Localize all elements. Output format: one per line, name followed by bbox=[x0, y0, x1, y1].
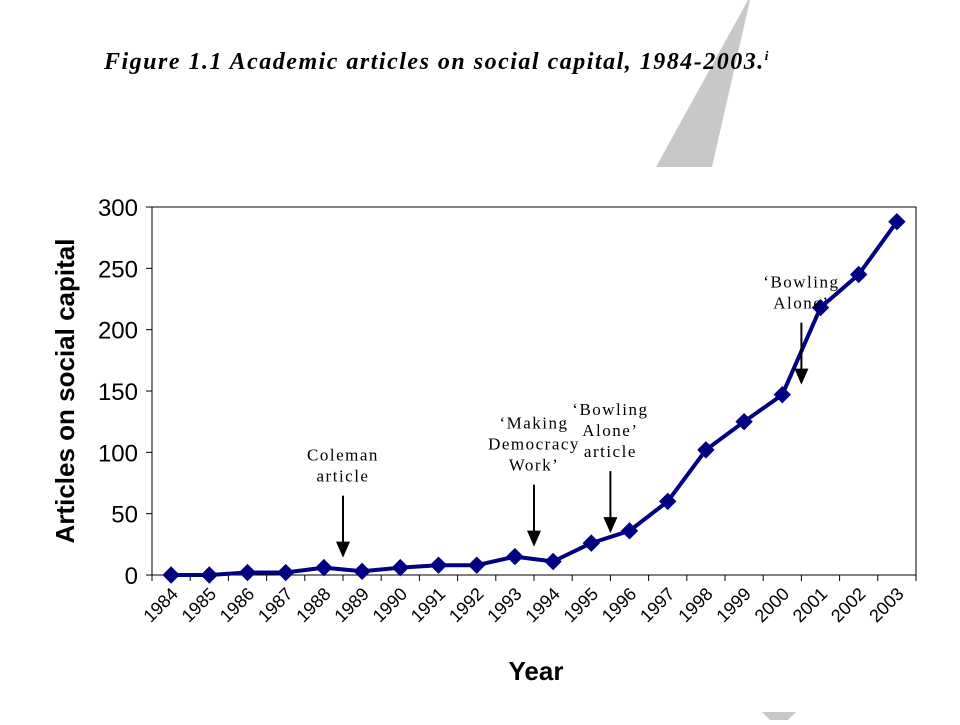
data-point-marker bbox=[506, 547, 524, 566]
annotation-text: ‘Making bbox=[499, 414, 568, 433]
y-tick-label: 200 bbox=[98, 318, 138, 345]
annotation-text: Work’ bbox=[509, 456, 560, 475]
x-tick-label: 1987 bbox=[254, 584, 296, 626]
annotation-text: Coleman bbox=[307, 446, 379, 465]
x-tick-label: 1995 bbox=[560, 584, 602, 626]
x-tick-label: 1998 bbox=[674, 584, 716, 626]
x-tick-label: 1986 bbox=[216, 584, 258, 626]
x-tick-label: 1985 bbox=[178, 584, 220, 626]
annotations: Coleman article ‘Making Democracy Work’ ‘Bowl… bbox=[307, 273, 839, 558]
annotation-text: ‘Bowling bbox=[763, 273, 839, 292]
x-axis: 1984198519861987198819891990199119921993… bbox=[139, 575, 917, 626]
x-tick-label: 1994 bbox=[521, 584, 563, 626]
y-tick-label: 100 bbox=[98, 440, 138, 467]
annotation: ‘Bowling Alone’ bbox=[763, 273, 839, 385]
data-point-marker bbox=[315, 558, 333, 577]
x-tick-label: 2002 bbox=[827, 584, 869, 626]
x-tick-label: 1989 bbox=[330, 584, 372, 626]
annotation-text: Democracy bbox=[488, 435, 580, 454]
data-point-marker bbox=[811, 298, 830, 317]
annotation-arrow-head bbox=[336, 541, 350, 558]
data-point-marker bbox=[697, 441, 715, 459]
annotation: ‘Making Democracy Work’ bbox=[488, 414, 580, 547]
data-point-marker bbox=[467, 556, 486, 574]
x-tick-label: 1992 bbox=[445, 584, 487, 626]
annotation: ‘Bowling Alone’ article bbox=[572, 400, 648, 534]
data-point-marker bbox=[162, 566, 180, 584]
x-axis-label: Year bbox=[509, 656, 564, 686]
y-tick-label: 300 bbox=[98, 195, 138, 222]
data-point-marker bbox=[582, 534, 601, 552]
x-tick-label: 1991 bbox=[407, 584, 449, 626]
x-tick-label: 1997 bbox=[636, 584, 678, 626]
y-tick-label: 0 bbox=[125, 563, 138, 590]
annotation-arrow-head bbox=[527, 530, 541, 547]
data-point-marker bbox=[276, 563, 295, 582]
data-point-marker bbox=[735, 412, 753, 431]
data-point-marker bbox=[620, 522, 639, 540]
annotation-text: article bbox=[584, 442, 637, 461]
annotation-text: Alone’ bbox=[582, 421, 638, 440]
y-tick-label: 50 bbox=[111, 502, 138, 529]
x-tick-label: 1996 bbox=[598, 584, 640, 626]
data-point-marker bbox=[353, 562, 371, 581]
y-tick-label: 250 bbox=[98, 256, 138, 283]
y-axis: 0 50 100 150 200 250 300 bbox=[98, 195, 152, 590]
x-tick-label: 1988 bbox=[292, 584, 334, 626]
x-tick-label: 2001 bbox=[789, 584, 831, 626]
figure-title: Figure 1.1 Academic articles on social c… bbox=[104, 48, 770, 76]
data-point-marker bbox=[888, 213, 906, 231]
data-point-marker bbox=[429, 556, 448, 574]
data-point-marker bbox=[238, 563, 257, 582]
x-tick-label: 1990 bbox=[369, 584, 411, 626]
annotation: Coleman article bbox=[307, 446, 379, 558]
annotation-text: ‘Bowling bbox=[572, 400, 648, 419]
x-tick-label: 2003 bbox=[865, 584, 907, 626]
data-point-marker bbox=[658, 492, 677, 511]
figure-title-text: Figure 1.1 Academic articles on social c… bbox=[104, 49, 765, 75]
slide-decoration bbox=[656, 0, 796, 720]
data-point-marker bbox=[200, 566, 219, 584]
annotation-text: Alone’ bbox=[773, 294, 829, 313]
x-tick-label: 1999 bbox=[712, 584, 754, 626]
x-tick-label: 1993 bbox=[483, 584, 525, 626]
figure-title-footnote-marker: i bbox=[764, 48, 770, 63]
data-point-marker bbox=[773, 385, 792, 404]
decor-slash-top bbox=[656, 0, 750, 167]
data-point-marker bbox=[391, 558, 410, 577]
data-point-marker bbox=[544, 552, 562, 571]
annotation-arrow-head bbox=[794, 368, 809, 385]
data-series bbox=[162, 213, 906, 584]
x-tick-label: 2000 bbox=[751, 584, 793, 626]
annotation-arrow-head bbox=[603, 517, 618, 534]
annotation-text: article bbox=[317, 467, 370, 486]
decor-slash-bottom bbox=[762, 712, 796, 720]
data-point-marker bbox=[849, 265, 868, 284]
y-tick-label: 150 bbox=[98, 379, 138, 406]
x-tick-label: 1984 bbox=[139, 584, 181, 626]
y-axis-label: Articles on social capital bbox=[50, 239, 80, 544]
